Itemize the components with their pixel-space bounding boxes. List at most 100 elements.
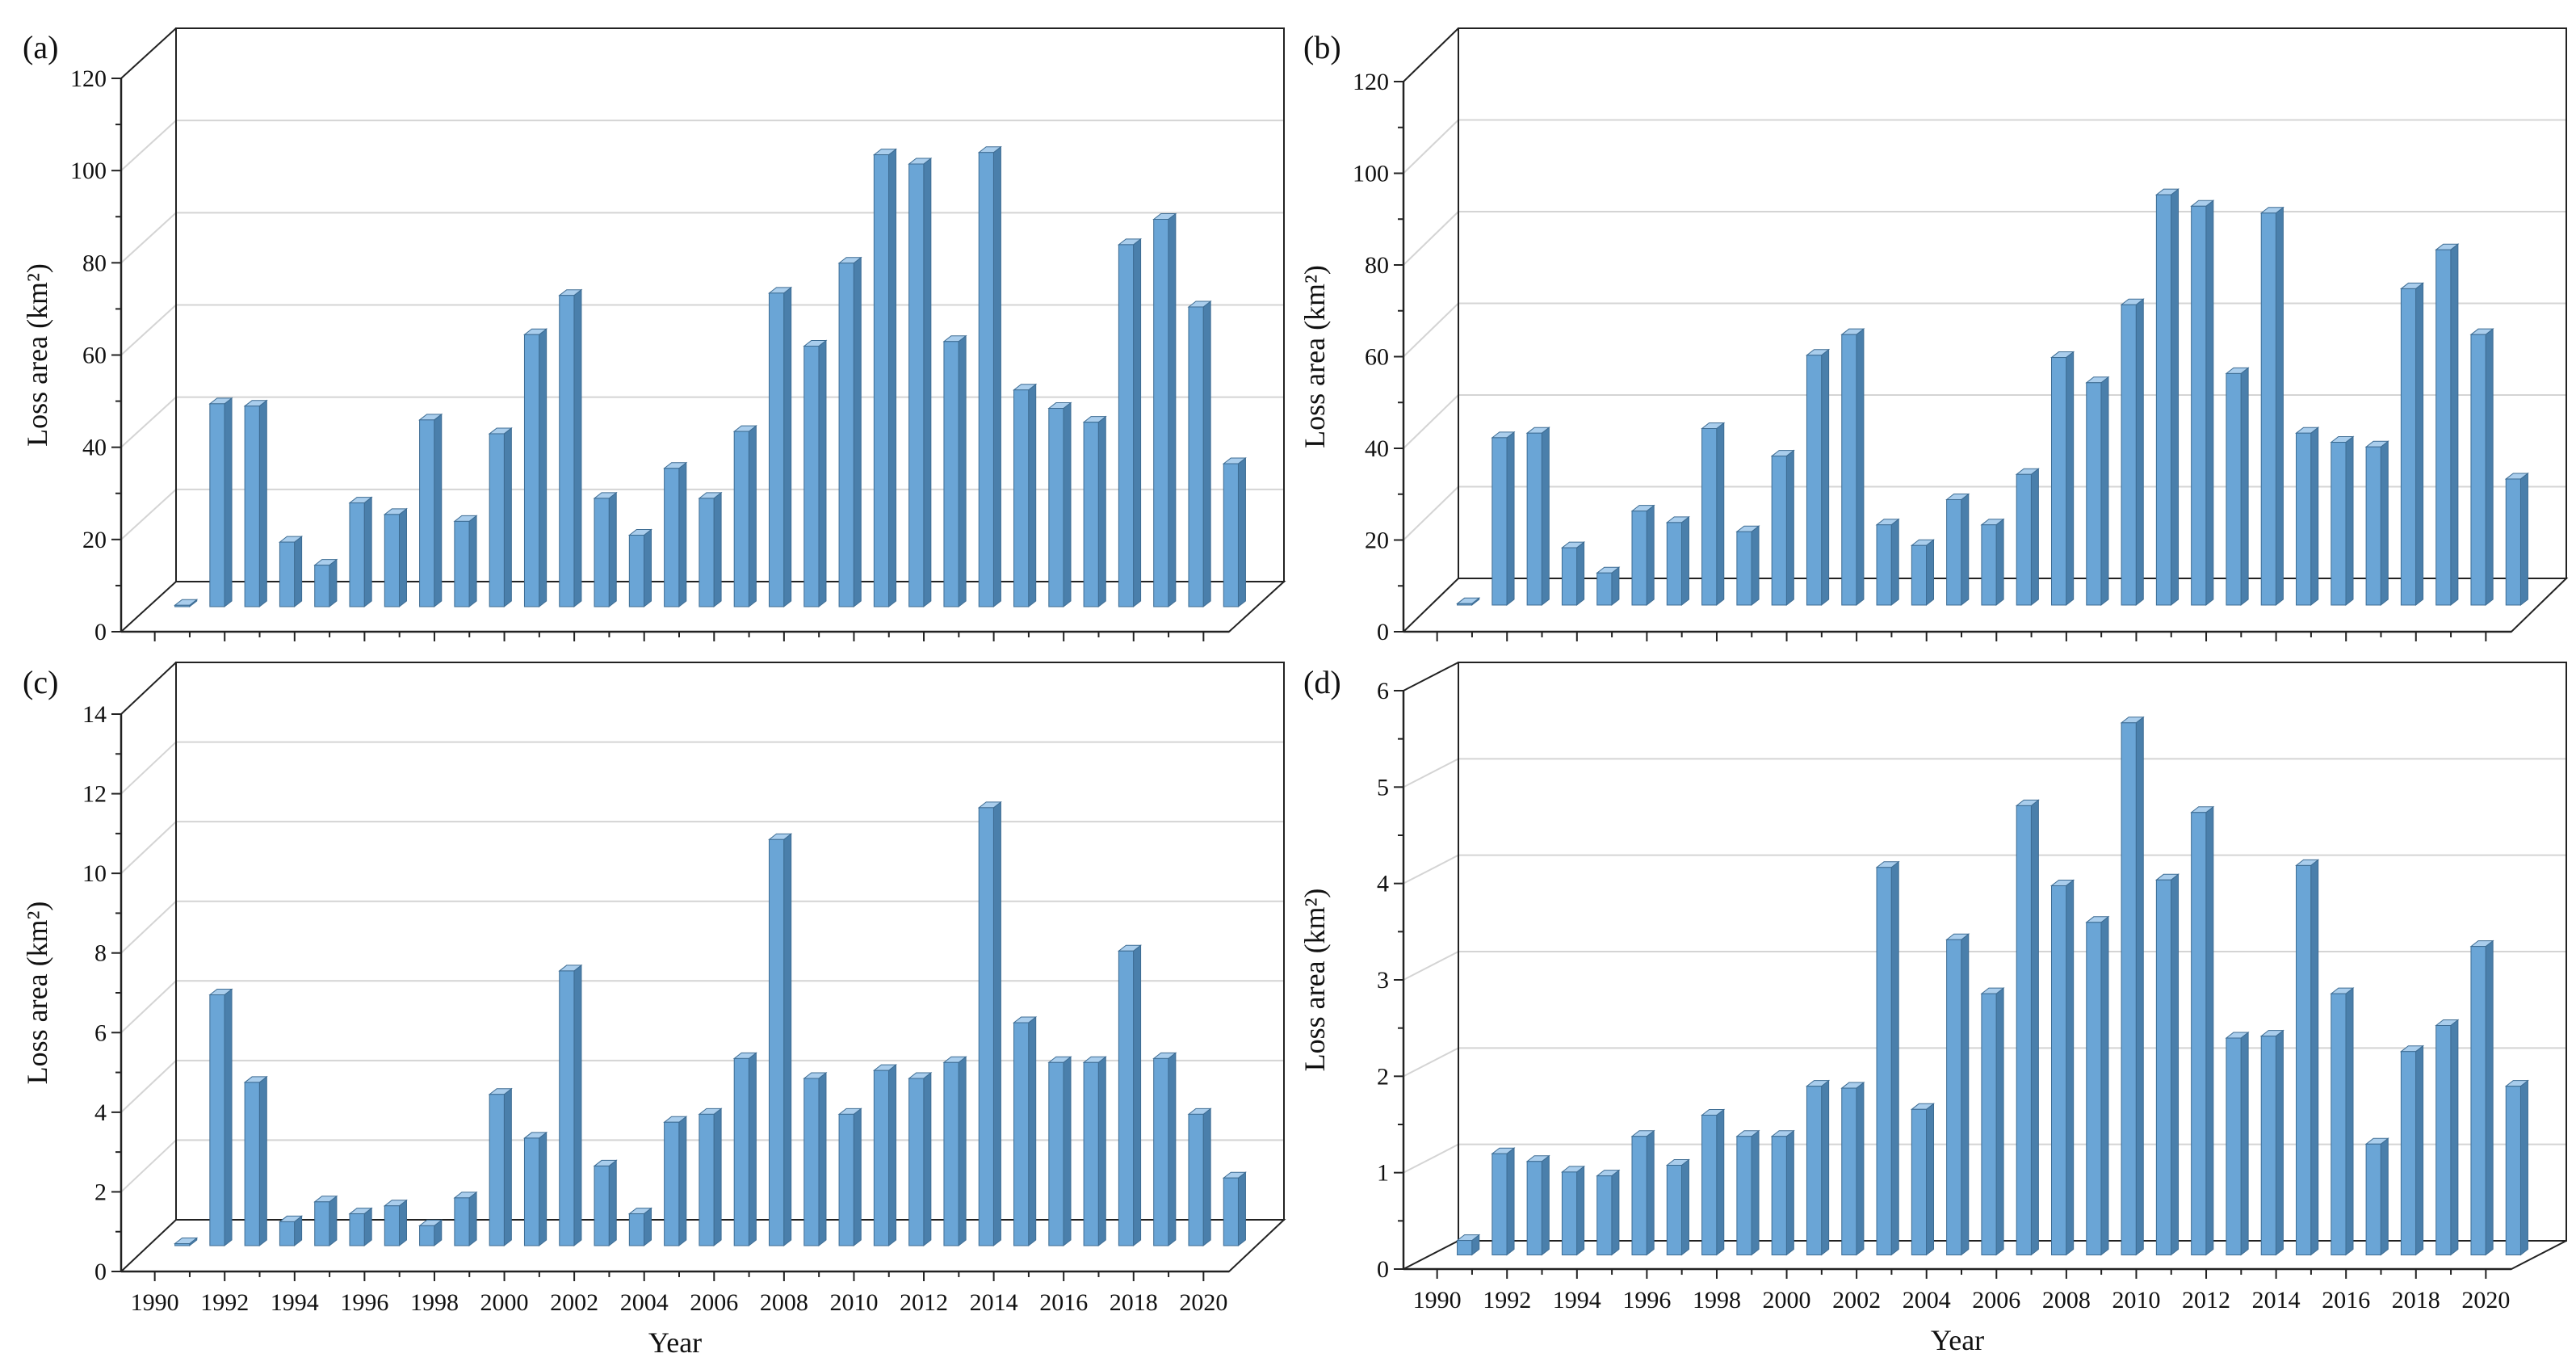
panel-label: (c) [23, 664, 58, 700]
bar-2010 [2155, 194, 2172, 606]
bar-2000 [1806, 355, 1823, 606]
x-tick-label: 1996 [340, 1289, 388, 1316]
bar-side-1998 [1751, 1129, 1760, 1256]
bar-side-2014 [1028, 1015, 1037, 1247]
bar-2004 [664, 1121, 680, 1246]
bar-side-1991 [1506, 1147, 1515, 1256]
bar-side-2018 [1168, 1052, 1177, 1247]
bar-side-2020 [2519, 472, 2528, 607]
x-tick-label: 2008 [760, 1289, 808, 1316]
bar-1993 [1561, 1171, 1578, 1255]
bar-side-1996 [398, 1199, 407, 1247]
bar-side-2012 [958, 1056, 967, 1247]
bar-2012 [943, 1061, 959, 1246]
bar-side-1995 [363, 496, 372, 608]
x-tick-label: 2002 [550, 1289, 598, 1316]
bar-2009 [838, 263, 854, 607]
bar-side-2020 [2519, 1079, 2528, 1256]
bar-side-2008 [2100, 915, 2109, 1256]
bar-2006 [733, 431, 749, 607]
bar-side-2008 [818, 1071, 827, 1247]
bar-side-2004 [1961, 933, 1970, 1256]
bar-1990 [1457, 1240, 1473, 1255]
y-tick-label: 8 [94, 940, 107, 967]
x-axis-label: Year [1931, 1324, 1984, 1356]
bar-side-2017 [1133, 944, 1142, 1247]
bar-2015 [2331, 442, 2347, 606]
bar-2005 [1981, 524, 1997, 606]
bar-1991 [209, 994, 225, 1246]
bar-side-2020 [1237, 457, 1246, 608]
bar-side-1994 [329, 558, 338, 608]
bar-1994 [1596, 572, 1613, 606]
bar-1994 [314, 565, 330, 607]
bar-side-2016 [1097, 415, 1106, 608]
x-tick-label: 2002 [1832, 1287, 1881, 1313]
bar-side-1991 [1506, 431, 1515, 607]
bar-side-2003 [1926, 1103, 1935, 1256]
bar-side-2002 [1890, 860, 1899, 1256]
bar-1996 [1666, 522, 1682, 606]
y-tick-label: 1 [1377, 1160, 1389, 1187]
gridline-side [1403, 119, 1459, 174]
gridline-side [1403, 758, 1459, 788]
bar-1997 [419, 1225, 435, 1246]
bar-side-2010 [888, 148, 897, 608]
bar-2006 [733, 1057, 749, 1246]
bar-side-2005 [1995, 987, 2004, 1256]
bar-2001 [559, 295, 575, 607]
bar-side-2019 [1202, 1108, 1211, 1247]
bar-side-2003 [1926, 539, 1935, 607]
bar-side-2002 [608, 1159, 617, 1247]
gridline-side [120, 120, 177, 171]
bar-side-2019 [2485, 939, 2494, 1256]
y-tick-label: 0 [94, 1259, 107, 1285]
bar-side-2014 [2310, 859, 2319, 1256]
bar-side-2000 [1821, 1079, 1830, 1256]
x-tick-label: 1996 [1622, 1287, 1671, 1313]
bar-2015 [1048, 1061, 1064, 1246]
x-tick-label: 2018 [1110, 1289, 1158, 1316]
bar-2005 [1981, 993, 1997, 1256]
bar-side-2012 [2240, 1031, 2249, 1256]
gridline-side [120, 821, 177, 874]
bar-2007 [2050, 885, 2067, 1256]
bar-1996 [384, 514, 400, 607]
bar-side-2005 [713, 491, 722, 608]
bar-1994 [314, 1201, 330, 1246]
bar-2016 [1083, 422, 1099, 607]
bar-2007 [2050, 357, 2067, 606]
bar-2013 [978, 807, 994, 1246]
side-wall-edge [120, 27, 177, 79]
bar-2002 [594, 498, 610, 607]
bar-1999 [1771, 456, 1787, 606]
bar-2012 [2226, 372, 2242, 606]
bar-side-2003 [644, 1207, 652, 1247]
bar-2009 [838, 1113, 854, 1246]
bar-side-2011 [923, 1071, 932, 1247]
y-tick-label: 6 [94, 1019, 107, 1046]
gridline-side [120, 900, 177, 954]
bar-2017 [1118, 244, 1135, 607]
bar-side-2013 [992, 801, 1001, 1247]
bar-side-1997 [434, 413, 443, 608]
bar-side-2014 [1028, 383, 1037, 608]
bar-side-2007 [783, 833, 792, 1247]
bar-side-2006 [748, 1052, 757, 1247]
bar-1993 [279, 1221, 296, 1246]
bar-1991 [209, 403, 225, 607]
gridline-side [120, 741, 177, 795]
bar-2000 [523, 334, 540, 607]
bar-1995 [349, 502, 365, 607]
bar-side-1999 [503, 427, 512, 608]
bar-1995 [1631, 1136, 1647, 1255]
y-tick-label: 5 [1377, 774, 1389, 801]
bar-2002 [1876, 524, 1892, 606]
side-wall-edge [1403, 662, 1459, 691]
x-tick-label: 2008 [2042, 1287, 2091, 1313]
bar-side-2006 [2030, 468, 2039, 607]
bar-side-2013 [2275, 1029, 2284, 1256]
bar-2017 [2400, 288, 2417, 606]
bar-2020 [2505, 478, 2521, 606]
bar-side-2013 [2275, 206, 2284, 607]
